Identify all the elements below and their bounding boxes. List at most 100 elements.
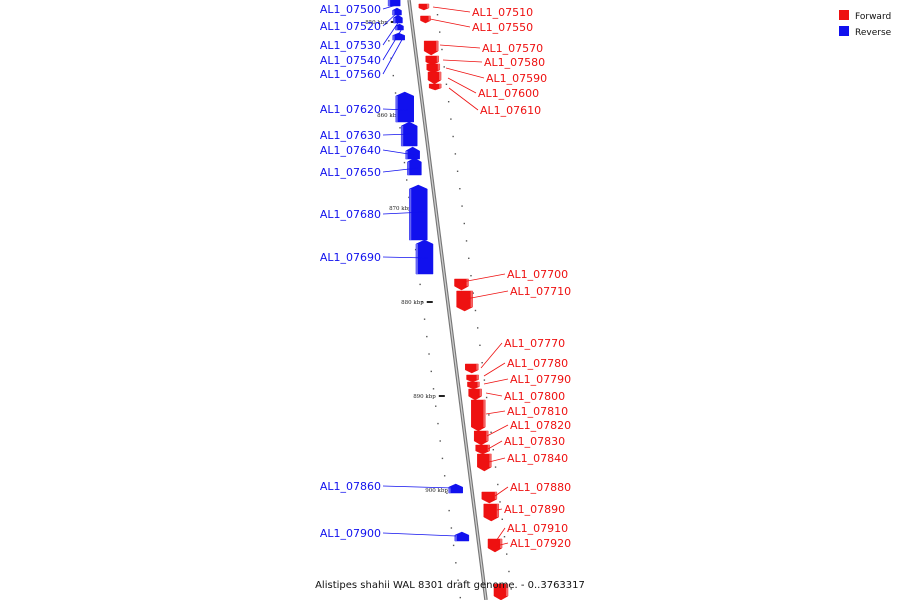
minor-tick [439,440,441,442]
forward-gene[interactable] [427,71,442,85]
forward-label-leader [442,59,483,63]
forward-label-leader [448,87,479,111]
forward-gene[interactable] [481,491,498,504]
forward-label-leader [494,486,509,497]
reverse-gene-label[interactable]: AL1_07640 [320,144,381,157]
forward-gene-label[interactable]: AL1_07840 [507,452,568,465]
forward-gene[interactable] [428,83,442,91]
forward-gene[interactable] [426,63,441,74]
forward-gene[interactable] [487,538,503,553]
tick-label: 850 kbp [365,20,388,26]
minor-tick [403,161,406,164]
forward-gene[interactable] [466,374,479,383]
gene-labels: AL1_07500AL1_07520AL1_07530AL1_07540AL1_… [320,3,571,550]
minor-tick [430,370,432,373]
minor-tick [443,475,446,477]
forward-gene[interactable] [475,444,490,455]
forward-gene[interactable] [473,430,489,446]
gene-shading [483,400,486,427]
reverse-gene[interactable] [448,483,463,494]
minor-tick [408,196,410,199]
forward-label-leader [495,542,509,547]
forward-gene[interactable] [468,388,482,401]
forward-gene-label[interactable]: AL1_07890 [504,503,565,516]
forward-label-leader [461,273,506,283]
minor-tick [426,335,428,338]
reverse-gene[interactable] [392,7,402,16]
legend-forward-label: Forward [855,12,891,22]
reverse-gene-label[interactable]: AL1_07650 [320,166,381,179]
minor-tick [455,562,457,564]
reverse-gene-label[interactable]: AL1_07620 [320,103,381,116]
forward-gene-label[interactable]: AL1_07780 [507,357,568,370]
forward-gene-label[interactable]: AL1_07880 [510,481,571,494]
forward-gene[interactable] [483,503,500,522]
reverse-gene[interactable] [454,531,470,542]
reverse-gene-label[interactable]: AL1_07860 [320,480,381,493]
legend-reverse-swatch [839,26,849,36]
forward-gene[interactable] [493,583,509,601]
minor-tick [452,544,455,547]
gene-shading [428,16,431,21]
minor-tick [436,14,439,16]
reverse-gene[interactable] [415,239,434,275]
forward-gene-label[interactable]: AL1_07820 [510,419,571,432]
forward-label-leader [429,18,471,28]
gene-shading [470,291,473,307]
minor-tick [406,179,408,181]
forward-gene[interactable] [425,55,440,66]
gene-shading [388,0,391,6]
forward-gene[interactable] [471,399,486,432]
forward-label-leader [483,362,506,377]
reverse-gene-label[interactable]: AL1_07560 [320,68,381,81]
reverse-gene-label[interactable]: AL1_07520 [320,20,381,33]
forward-gene-label[interactable]: AL1_07590 [486,72,547,85]
forward-gene-label[interactable]: AL1_07790 [510,373,571,386]
forward-gene[interactable] [456,290,473,312]
minor-tick [414,248,417,251]
forward-gene-label[interactable]: AL1_07810 [507,405,568,418]
reverse-gene-label[interactable]: AL1_07680 [320,208,381,221]
gene-shading [409,189,412,240]
reverse-gene-label[interactable]: AL1_07630 [320,129,381,142]
forward-gene[interactable] [454,278,469,291]
reverse-gene-label[interactable]: AL1_07540 [320,54,381,67]
forward-gene[interactable] [420,15,431,24]
forward-gene-label[interactable]: AL1_07600 [478,87,539,100]
forward-gene[interactable] [423,40,439,56]
forward-gene-label[interactable]: AL1_07920 [510,537,571,550]
reverse-gene[interactable] [405,146,420,160]
forward-gene-label[interactable]: AL1_07710 [510,285,571,298]
forward-gene-label[interactable]: AL1_07580 [484,56,545,69]
forward-gene-label[interactable]: AL1_07800 [504,390,565,403]
forward-gene[interactable] [477,453,492,472]
reverse-gene[interactable] [392,32,405,41]
minor-tick [441,48,443,51]
forward-gene[interactable] [467,381,480,390]
forward-gene-label[interactable]: AL1_07910 [507,522,568,535]
reverse-gene[interactable] [407,157,422,176]
forward-gene-label[interactable]: AL1_07830 [504,435,565,448]
forward-label-leader [439,44,481,49]
reverse-gene-label[interactable]: AL1_07900 [320,527,381,540]
minor-tick [497,483,499,486]
forward-gene[interactable] [465,363,479,374]
forward-gene-label[interactable]: AL1_07510 [472,6,533,19]
minor-tick [446,492,448,494]
reverse-label-leader [382,211,426,215]
forward-gene-label[interactable]: AL1_07770 [504,337,565,350]
forward-gene-label[interactable]: AL1_07550 [472,21,533,34]
reverse-gene-label[interactable]: AL1_07500 [320,3,381,16]
reverse-gene-label[interactable]: AL1_07530 [320,39,381,52]
forward-gene-label[interactable]: AL1_07570 [482,42,543,55]
forward-gene[interactable] [418,3,430,11]
forward-gene-label[interactable]: AL1_07700 [507,268,568,281]
reverse-gene-label[interactable]: AL1_07690 [320,251,381,264]
minor-tick [390,57,392,59]
reverse-gene[interactable] [395,91,414,123]
minor-tick [394,92,397,94]
minor-tick [472,292,474,294]
minor-tick [459,188,461,190]
forward-gene-label[interactable]: AL1_07610 [480,104,541,117]
